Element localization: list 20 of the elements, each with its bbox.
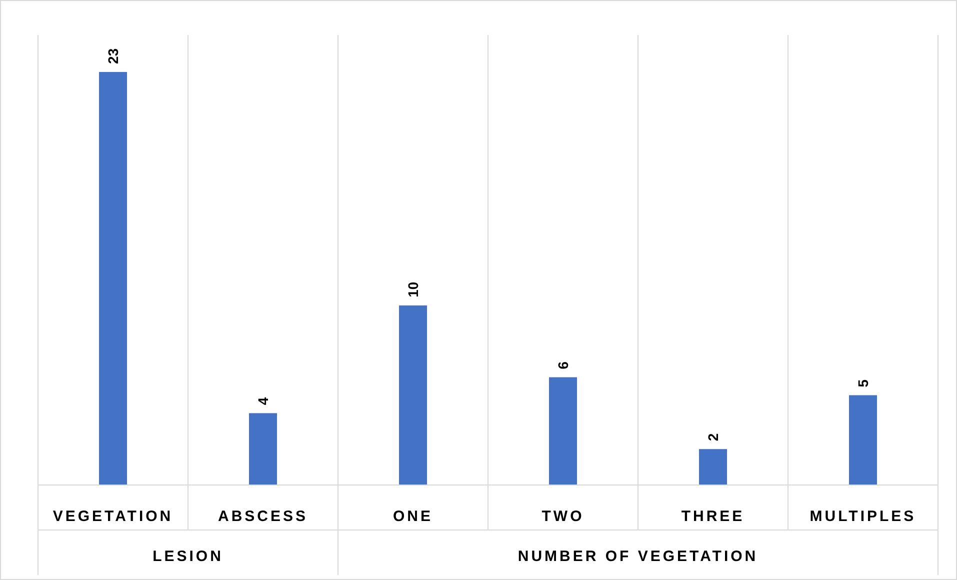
data-label: 5 [855,379,871,388]
bar [849,395,877,485]
data-label: 10 [405,282,421,298]
x-tick-label: VEGETATION [52,508,174,525]
text: NUMBER OF VEGETATION [518,548,758,565]
data-label: 4 [255,397,271,406]
data-label: 2 [705,433,721,442]
x-tick-label: ONE [392,508,434,525]
x-tick-label: ABSCESS [218,508,308,525]
bar [99,72,127,485]
x-tick-label: TWO [542,508,584,525]
x-tick-label: MULTIPLES [810,508,916,525]
text: LESION [152,548,224,565]
bar [399,305,427,485]
x-tick-label: THREE [681,508,745,525]
bar [699,449,727,485]
bar [249,413,277,485]
data-label: 23 [105,48,121,64]
bar [549,377,577,485]
data-label: 6 [555,361,571,370]
